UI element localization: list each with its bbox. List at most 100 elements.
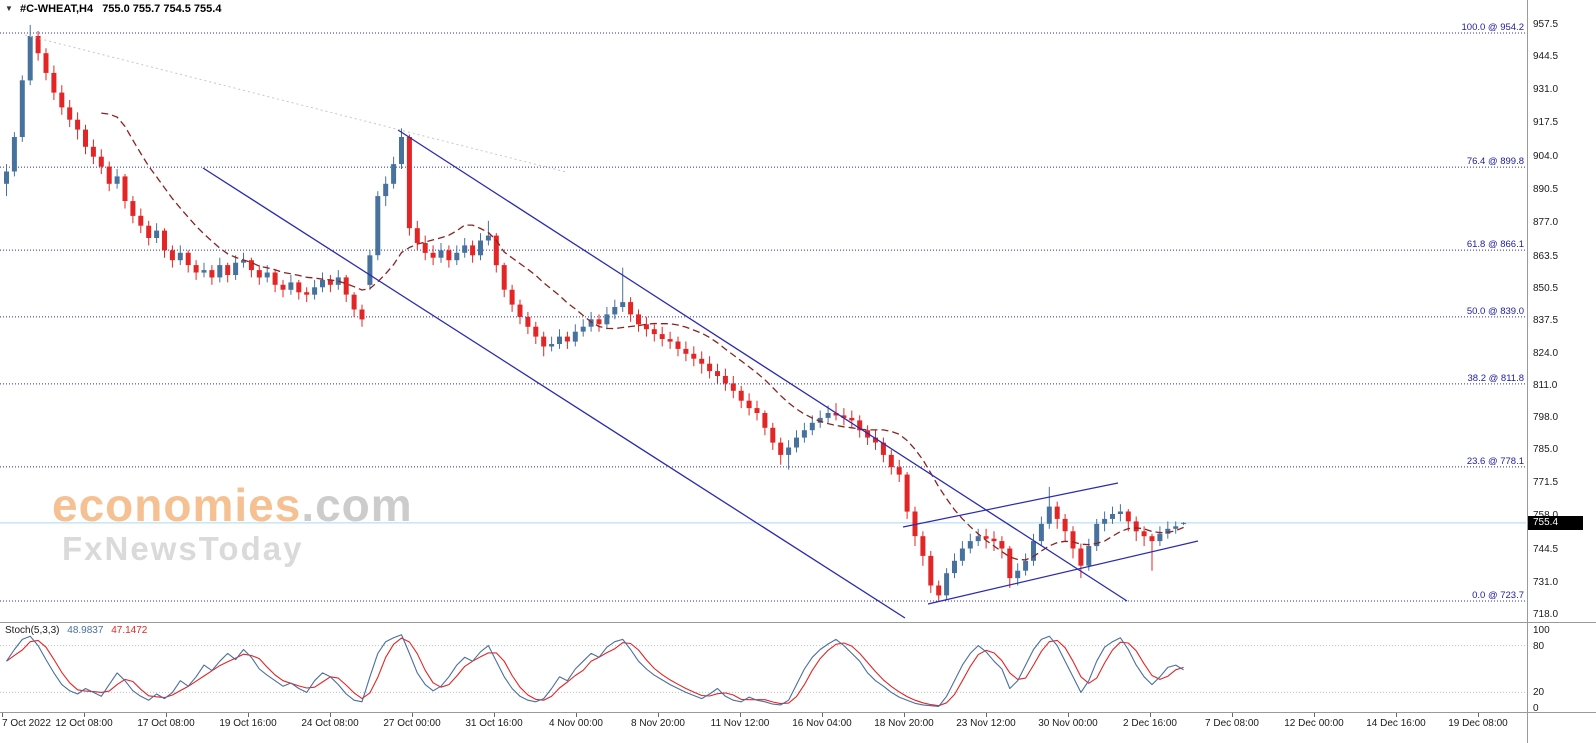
candle-body-down [209,270,215,278]
candle-body-up [794,437,799,448]
candle-body-up [572,331,578,342]
candle-body-up [1086,546,1092,566]
time-axis-label: 7 Dec 08:00 [1205,718,1259,729]
time-axis-tick [2,713,3,717]
time-axis-label: 24 Oct 08:00 [301,718,359,729]
watermark: economies.com FxNewsToday [52,482,413,565]
candle-body-down [730,383,736,391]
candle-body-up [201,270,207,273]
fib-level-label: 50.0 @ 839.0 [1466,305,1524,317]
time-axis-label: 14 Dec 16:00 [1366,718,1426,729]
fib-level-label: 100.0 @ 954.2 [1461,22,1524,33]
candle-body-down [983,536,989,539]
candle-body-up [233,262,239,275]
time-axis-label: 30 Nov 00:00 [1038,718,1098,729]
candle-body-down [770,427,776,443]
candle-body-down [880,442,886,455]
time-axis[interactable]: 7 Oct 2022 12 Oct 08:00 17 Oct 08:00 19 Oct… [0,713,1526,743]
candle-body-down [509,289,515,305]
faded-dotted-resistance [24,34,567,173]
time-axis-tick [576,713,577,717]
descending-channel-line-2 [397,129,1128,602]
candle-body-up [399,137,404,165]
candle-body-down [1125,511,1131,522]
candle-body-down [628,302,634,315]
time-axis-tick [1068,713,1069,717]
time-axis-tick [330,713,331,717]
time-axis-label: 11 Nov 12:00 [710,718,770,729]
candle-body-down [470,245,476,256]
candle-body-down [169,250,175,261]
fib-level-label: 61.8 @ 866.1 [1466,239,1524,251]
candle-body-down [1054,506,1060,519]
candle-body-down [841,415,847,418]
price-axis-label: 917.5 [1533,117,1559,129]
candle-body-up [1015,570,1021,579]
candle-body-down [999,541,1005,549]
chart-dropdown-icon[interactable]: ▼ [5,4,13,13]
candle-body-down [1149,536,1155,542]
candle-body-up [114,176,120,184]
stoch-axis-label: 100 [1533,625,1550,636]
candle-body-up [612,307,618,315]
main-chart-canvas[interactable] [0,0,1526,622]
candle-body-down [327,279,333,285]
candle-body-up [367,255,373,285]
candle-body-up [1117,511,1123,514]
time-axis-label: 19 Dec 08:00 [1448,718,1508,729]
candle-body-up [620,302,626,307]
price-axis-label: 785.0 [1533,443,1559,455]
candle-body-up [375,196,381,256]
candle-body-down [414,228,420,243]
candle-body-up [1157,533,1163,542]
candle-body-up [1102,518,1108,524]
candle-body-down [659,334,665,339]
candle-body-down [248,260,254,271]
time-axis-label: 19 Oct 16:00 [219,718,277,729]
time-axis-label: 31 Oct 16:00 [465,718,523,729]
candle-body-down [493,235,499,266]
candle-body-up [264,272,270,278]
candle-body-down [43,53,49,73]
candle-body-down [138,215,144,226]
candle-body-up [19,80,25,137]
candle-body-down [1070,531,1076,549]
stochastic-signal-value: 47.1472 [111,625,148,636]
stoch-axis-label: 0 [1533,703,1539,714]
candle-body-down [296,282,302,293]
time-axis-label: 23 Nov 12:00 [956,718,1016,729]
time-axis-tick [1396,713,1397,717]
time-axis-label: 12 Dec 00:00 [1284,718,1344,729]
candle-body-up [177,252,183,261]
chart-indicator-separator[interactable] [0,622,1596,623]
candle-body-down [778,442,784,455]
candle-body-up [462,245,468,253]
stochastic-indicator-canvas[interactable] [0,623,1526,712]
candle-body-down [430,252,436,258]
stochastic-header: Stoch(5,3,3) 48.9837 47.1472 [5,625,147,636]
chart-header: ▼ #C-WHEAT,H4 755.0 755.7 754.5 755.4 [5,3,221,15]
candle-body-up [241,260,246,263]
price-axis-label: 850.5 [1533,282,1559,294]
candle-body-down [904,474,910,512]
time-axis-tick [84,713,85,717]
candle-body-up [478,240,483,256]
candle-body-down [67,107,73,120]
time-axis-tick [986,713,987,717]
stoch-main-line [6,634,1184,707]
time-axis-label: 17 Oct 08:00 [137,718,195,729]
time-axis-tick [1478,713,1479,717]
candle-body-down [83,129,88,147]
candle-body-up [383,183,389,197]
time-axis-label: 2 Dec 16:00 [1123,718,1177,729]
price-axis-label: 890.5 [1533,183,1559,195]
candle-body-down [1133,521,1139,532]
candle-body-up [1023,560,1029,571]
candle-body-up [11,137,17,172]
candle-body-up [312,287,318,295]
candle-body-down [991,538,997,542]
candle-body-down [1141,531,1147,537]
candle-body-up [4,171,9,184]
candle-body-up [588,319,594,327]
